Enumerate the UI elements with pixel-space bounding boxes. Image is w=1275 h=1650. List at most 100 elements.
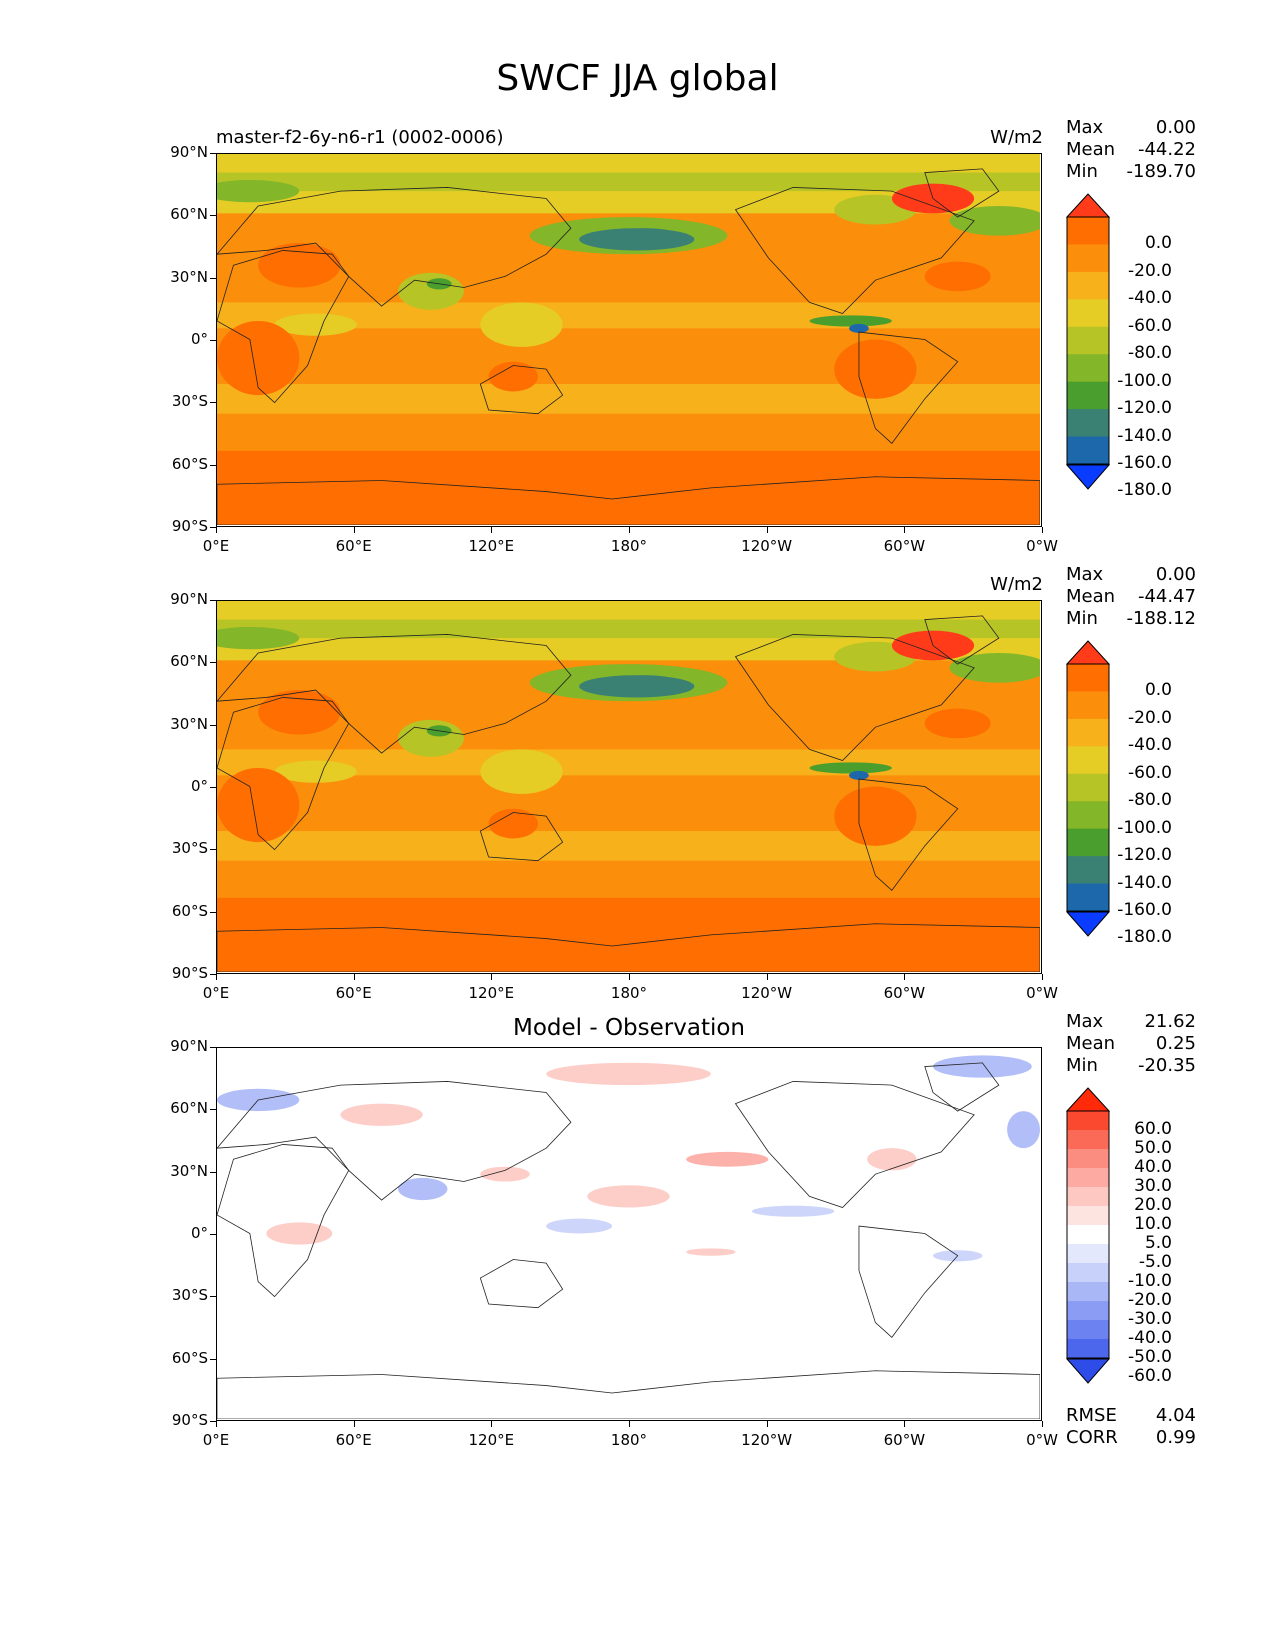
- y-tick-label: 30°N: [170, 714, 208, 733]
- y-tick-label: 0°: [190, 1224, 208, 1242]
- coastline: [858, 331, 959, 444]
- field-band: [217, 619, 1040, 640]
- colorbar-label: -80.0: [1128, 790, 1172, 811]
- colorbar-segment: [1067, 1282, 1109, 1302]
- field-feature: [274, 313, 357, 336]
- map-plot: [216, 153, 1042, 527]
- stat-label: RMSE: [1066, 1405, 1117, 1426]
- panel-subtitle: master-f2-6y-n6-r1 (0002-0006): [216, 127, 504, 148]
- stat-value: 0.25: [1155, 1033, 1196, 1054]
- coastline: [479, 1259, 564, 1309]
- x-tick-mark: [491, 1421, 493, 1427]
- x-tick-label: 180°: [610, 1431, 648, 1449]
- stat-row: Mean -44.47: [1066, 586, 1196, 608]
- field-band: [217, 775, 1040, 795]
- units-label: W/m2: [990, 127, 1043, 148]
- colorbar-segment: [1067, 773, 1109, 802]
- y-tick-label: 90°S: [171, 1411, 208, 1429]
- x-tick-label: 60°E: [335, 984, 372, 1002]
- field-band: [217, 191, 1040, 215]
- colorbar-label: -140.0: [1117, 425, 1172, 446]
- stat-row: Max 21.62: [1066, 1011, 1196, 1033]
- colorbar-segment: [1067, 1263, 1109, 1283]
- x-tick-label: 60°W: [883, 537, 926, 555]
- coastline: [217, 1144, 350, 1298]
- y-tick-mark: [210, 215, 216, 217]
- x-tick-mark: [353, 974, 355, 980]
- field-feature: [217, 626, 300, 650]
- colorbar-frame: [1066, 663, 1110, 912]
- y-tick-label: 0°: [190, 777, 208, 795]
- stat-row: CORR 0.99: [1066, 1427, 1196, 1449]
- x-tick-mark: [904, 527, 906, 533]
- field-feature: [488, 361, 538, 392]
- panel-observation: W/m2 90°N 60°N 30°N 0° 30°S 60°S 90°S 0°E 60°E 120…: [0, 557, 1275, 1027]
- stat-row: Mean -44.22: [1066, 139, 1196, 161]
- colorbar-label: -80.0: [1128, 343, 1172, 364]
- figure-title: SWCF JJA global: [496, 58, 779, 99]
- anomaly-feature: [686, 1248, 736, 1256]
- y-tick-mark: [210, 911, 216, 913]
- y-tick-mark: [210, 974, 216, 975]
- colorbar-segment: [1067, 1244, 1109, 1264]
- x-tick-mark: [766, 527, 768, 533]
- colorbar-label: -60.0: [1128, 315, 1172, 336]
- field-band: [217, 328, 1040, 348]
- colorbar-extend-bottom: [1066, 464, 1110, 490]
- stat-label: Max: [1066, 1011, 1104, 1032]
- field-feature: [949, 205, 1040, 236]
- x-tick-label: 120°W: [741, 1431, 793, 1449]
- colorbar-label: -180.0: [1117, 480, 1172, 501]
- x-tick-label: 0°E: [202, 984, 230, 1002]
- field-feature: [480, 749, 563, 794]
- field-feature: [258, 690, 341, 735]
- colorbar-segment: [1067, 1111, 1109, 1131]
- colorbar: [1066, 193, 1110, 490]
- y-tick-label: 0°: [190, 330, 208, 348]
- x-tick-label: 0°E: [202, 537, 230, 555]
- field-band: [217, 897, 1040, 972]
- anomaly-feature: [266, 1222, 333, 1245]
- colorbar-label: -20.0: [1128, 1290, 1172, 1310]
- anomaly-feature: [546, 1218, 613, 1234]
- stat-value: -44.22: [1137, 139, 1196, 160]
- stat-value: -189.70: [1126, 161, 1196, 182]
- colorbar-label: -30.0: [1128, 1309, 1172, 1329]
- colorbar-label: -160.0: [1117, 900, 1172, 920]
- coastline: [924, 615, 1000, 665]
- stat-value: -20.35: [1137, 1055, 1196, 1076]
- colorbar-label: -40.0: [1128, 735, 1172, 756]
- colorbar-label: -100.0: [1117, 370, 1172, 391]
- field-feature: [924, 261, 991, 292]
- coastline: [858, 778, 959, 891]
- colorbar-segment: [1067, 354, 1109, 383]
- colorbar-extend-top: [1066, 193, 1110, 218]
- x-tick-label: 0°W: [1026, 1431, 1058, 1449]
- colorbar-segment: [1067, 381, 1109, 410]
- y-tick-mark: [210, 1109, 216, 1111]
- stat-value: 0.00: [1155, 564, 1196, 585]
- y-tick-label: 60°S: [171, 454, 208, 473]
- field-feature: [809, 315, 892, 327]
- x-tick-mark: [904, 1421, 906, 1427]
- x-tick-mark: [353, 1421, 355, 1427]
- field-band: [217, 246, 1040, 304]
- x-tick-mark: [1042, 1421, 1043, 1427]
- anomaly-feature: [933, 1055, 1032, 1078]
- colorbar-label: -10.0: [1128, 1271, 1172, 1291]
- x-tick-mark: [216, 1421, 217, 1427]
- coastline: [734, 634, 975, 761]
- colorbar-segment: [1067, 883, 1109, 912]
- stat-row: Min -188.12: [1066, 608, 1196, 630]
- map-plot: [216, 1047, 1042, 1421]
- coastline: [479, 365, 564, 415]
- colorbar: [1066, 1087, 1110, 1384]
- coastline: [734, 187, 975, 314]
- colorbar-segment: [1067, 1130, 1109, 1150]
- y-tick-mark: [210, 724, 216, 726]
- colorbar-label: -180.0: [1117, 927, 1172, 948]
- panel-model: master-f2-6y-n6-r1 (0002-0006) W/m2 90°N 60…: [0, 110, 1275, 580]
- x-tick-label: 0°E: [202, 1431, 230, 1449]
- panel-difference: Model - Observation 90°N 60°N 30°N 0° 30°S 60°…: [0, 1004, 1275, 1474]
- colorbar-segment: [1067, 1149, 1109, 1169]
